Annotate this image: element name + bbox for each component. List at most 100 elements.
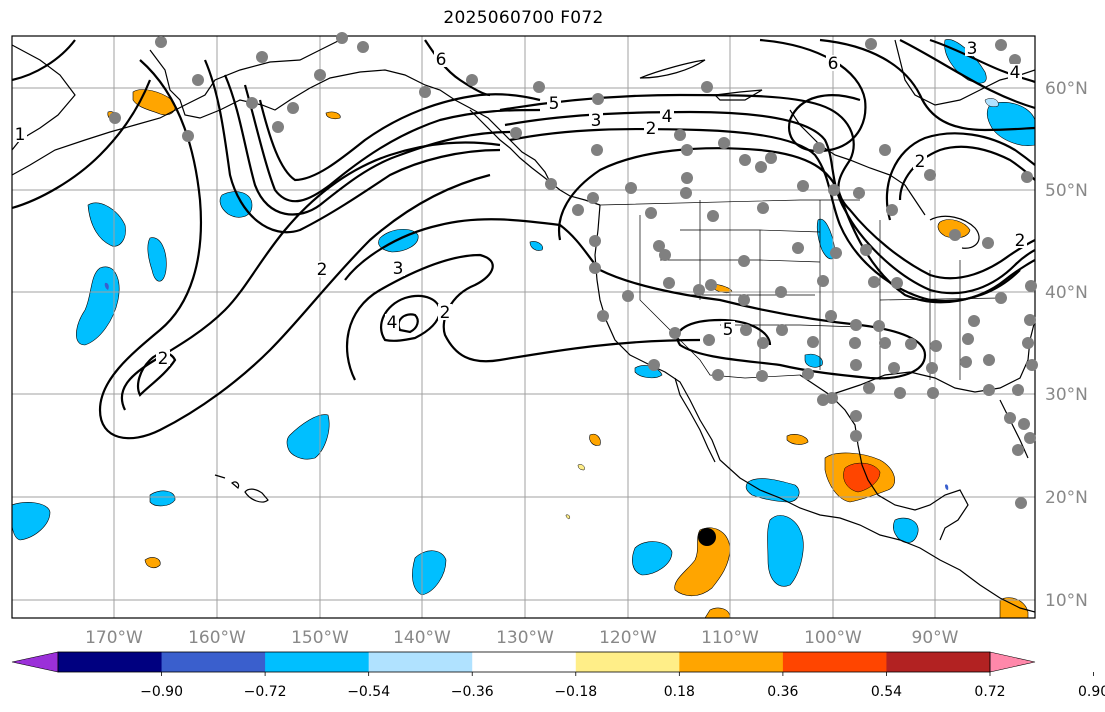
station-dot [287, 102, 299, 114]
contour-label: 2 [440, 303, 451, 323]
station-dot [589, 235, 601, 247]
contour-label: 3 [591, 111, 602, 131]
station-dot [995, 39, 1007, 51]
contour-label-bg [1013, 232, 1027, 248]
longitude-label: 90°W [912, 628, 959, 648]
station-dot [357, 41, 369, 53]
station-dot [681, 144, 693, 156]
longitude-label: 150°W [291, 628, 349, 648]
negative-core-shading [104, 282, 949, 490]
station-dot [849, 337, 861, 349]
contour-label: 4 [1010, 63, 1021, 83]
contour-label-bg [1008, 64, 1022, 80]
station-dot [853, 187, 865, 199]
station-dot [1024, 432, 1036, 444]
contour-label-bg [315, 261, 329, 277]
station-dot [533, 81, 545, 93]
station-dot [968, 315, 980, 327]
station-dot [659, 249, 671, 261]
colorbar-tick-label: −0.72 [244, 684, 287, 700]
yellow-shading [565, 464, 585, 520]
latitude-label: 30°N [1045, 385, 1088, 405]
contour-label: 4 [387, 313, 398, 333]
longitude-label: 170°W [85, 628, 143, 648]
longitude-label: 110°W [701, 628, 759, 648]
station-dot [828, 184, 840, 196]
colorbar-segment [265, 652, 370, 672]
station-dot [1018, 418, 1030, 430]
latitude-labels: 10°N 20°N 30°N 40°N 50°N 60°N [1045, 79, 1088, 611]
station-dot [680, 187, 692, 199]
latitude-label: 10°N [1045, 591, 1088, 611]
station-dot [865, 38, 877, 50]
contour-label-bg [913, 153, 927, 169]
colorbar-tick-label: −0.36 [451, 684, 494, 700]
station-dot [510, 127, 522, 139]
graticule [12, 36, 1035, 618]
contour-label: 6 [436, 50, 447, 70]
station-dot [757, 337, 769, 349]
latitude-label: 40°N [1045, 283, 1088, 303]
colorbar-segment [575, 652, 680, 672]
colorbar-tick-label: −0.90 [140, 684, 183, 700]
contour-label: 3 [393, 259, 404, 279]
colorbar-segment [782, 652, 887, 672]
station-dot [648, 359, 660, 371]
latitude-label: 20°N [1045, 488, 1088, 508]
latitude-label: 60°N [1045, 79, 1088, 99]
map-plot-area [12, 36, 1035, 618]
station-dot [802, 368, 814, 380]
contour-label: 3 [967, 39, 978, 59]
state-borders [599, 199, 1001, 380]
station-dot [645, 207, 657, 219]
colorbar-segment [161, 652, 266, 672]
contour-label: 2 [915, 152, 926, 172]
station-dot [792, 242, 804, 254]
station-dot [545, 178, 557, 190]
contour-label: 5 [549, 94, 560, 114]
colorbar-extend-high [989, 651, 1036, 673]
station-dot [863, 382, 875, 394]
station-dot [272, 121, 284, 133]
station-dot [155, 36, 167, 48]
contour-label: 5 [723, 320, 734, 340]
station-dot [192, 74, 204, 86]
station-dot [886, 204, 898, 216]
contour-label-bg [434, 51, 448, 67]
contour-label: 4 [662, 107, 673, 127]
highlight-marker [698, 528, 716, 546]
station-dot [256, 51, 268, 63]
station-dot [1012, 384, 1024, 396]
contour-label-bg [385, 314, 399, 330]
station-dot [701, 81, 713, 93]
colorbar-segment [679, 652, 784, 672]
station-dot [949, 229, 961, 241]
contour-label-bg [721, 321, 735, 337]
station-dot [927, 387, 939, 399]
station-dot [739, 154, 751, 166]
station-dot [1004, 412, 1016, 424]
station-dot [314, 69, 326, 81]
colorbar-tick-label: 0.18 [664, 684, 695, 700]
station-dot [1024, 314, 1036, 326]
colorbar-tick-label: 0.72 [974, 684, 1005, 700]
station-dot [1012, 444, 1024, 456]
contour-label-bg [13, 126, 27, 142]
station-dot [995, 292, 1007, 304]
station-dot [879, 144, 891, 156]
positive-anomaly-shading [107, 89, 1029, 618]
station-dot [592, 93, 604, 105]
station-dot [894, 387, 906, 399]
station-dot [587, 192, 599, 204]
station-dot [830, 247, 842, 259]
station-dot [572, 204, 584, 216]
station-dot [1021, 171, 1033, 183]
station-dot [873, 320, 885, 332]
station-dot [850, 430, 862, 442]
station-dot [1022, 337, 1034, 349]
station-dot [674, 129, 686, 141]
contour-label: 2 [158, 349, 169, 369]
station-dot [712, 369, 724, 381]
contour-label-bg [826, 55, 840, 71]
